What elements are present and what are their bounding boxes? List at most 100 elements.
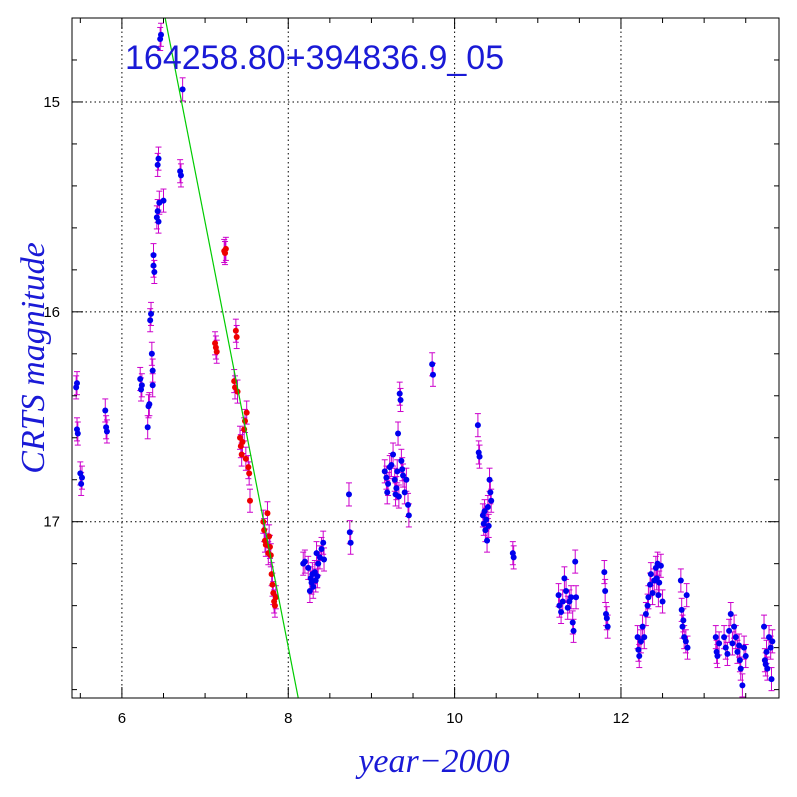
- data-point-blue: [768, 676, 775, 683]
- data-point-blue: [679, 623, 686, 630]
- data-point-blue: [179, 86, 186, 93]
- data-point-blue: [714, 653, 721, 660]
- data-point-blue: [482, 527, 489, 534]
- data-point-blue: [682, 638, 689, 645]
- data-point-blue: [724, 650, 731, 657]
- data-point-blue: [639, 623, 646, 630]
- data-point-blue: [74, 430, 81, 437]
- data-point-blue: [150, 252, 157, 259]
- data-point-red: [233, 334, 240, 341]
- data-point-red: [245, 464, 252, 471]
- data-point-blue: [559, 598, 566, 605]
- data-point-blue: [764, 665, 771, 672]
- data-point-blue: [680, 617, 687, 624]
- data-point-blue: [144, 424, 151, 431]
- data-point-blue: [474, 422, 481, 429]
- data-point-blue: [641, 634, 648, 641]
- data-point-blue: [731, 623, 738, 630]
- data-point-blue: [484, 504, 491, 511]
- data-point-blue: [486, 476, 493, 483]
- x-tick-label: 10: [446, 710, 463, 727]
- data-point-blue: [313, 550, 320, 557]
- data-point-blue: [147, 317, 154, 324]
- data-point-blue: [396, 390, 403, 397]
- data-point-red: [264, 510, 271, 517]
- data-point-blue: [510, 554, 517, 561]
- data-point-blue: [570, 627, 577, 634]
- data-point-blue: [103, 428, 110, 435]
- data-point-blue: [736, 657, 743, 664]
- data-point-blue: [742, 653, 749, 660]
- data-point-blue: [647, 571, 654, 578]
- data-point-blue: [563, 587, 570, 594]
- data-point-blue: [154, 208, 161, 215]
- data-point-blue: [761, 623, 768, 630]
- data-point-blue: [766, 634, 773, 641]
- data-point-blue: [737, 665, 744, 672]
- data-point-blue: [729, 640, 736, 647]
- data-point-red: [213, 348, 220, 355]
- data-point-blue: [603, 615, 610, 622]
- data-point-blue: [151, 268, 158, 275]
- fit-line-group: [164, 17, 299, 699]
- data-point-blue: [391, 476, 398, 483]
- data-point-blue: [399, 466, 406, 473]
- data-point-blue: [405, 501, 412, 508]
- data-point-red: [222, 245, 229, 252]
- plot-frame: [71, 17, 780, 699]
- data-point-blue: [306, 587, 313, 594]
- data-point-red: [243, 409, 250, 416]
- data-point-blue: [642, 611, 649, 618]
- data-point-blue: [484, 537, 491, 544]
- y-tick-label: 16: [43, 304, 60, 321]
- data-point-blue: [678, 606, 685, 613]
- data-point-blue: [488, 497, 495, 504]
- data-point-blue: [634, 634, 641, 641]
- data-point-red: [242, 455, 249, 462]
- data-point-blue: [384, 489, 391, 496]
- data-point-blue: [769, 638, 776, 645]
- data-point-blue: [149, 367, 156, 374]
- data-point-blue: [485, 522, 492, 529]
- data-point-blue: [683, 592, 690, 599]
- data-point-blue: [736, 642, 743, 649]
- x-axis-label: year−2000: [355, 743, 509, 780]
- data-point-blue: [150, 262, 157, 269]
- data-point-blue: [78, 474, 85, 481]
- data-point-blue: [655, 592, 662, 599]
- data-point-blue: [388, 462, 395, 469]
- data-point-blue: [381, 468, 388, 475]
- data-point-blue: [138, 382, 145, 389]
- data-point-blue: [155, 218, 162, 225]
- data-point-red: [232, 327, 239, 334]
- data-point-blue: [137, 375, 144, 382]
- data-point-blue: [684, 644, 691, 651]
- axis-ticks: 6 8 10 12 15 16 17: [43, 17, 779, 727]
- data-point-blue: [305, 564, 312, 571]
- data-point-blue: [712, 634, 719, 641]
- data-point-blue: [763, 648, 770, 655]
- data-point-red: [239, 438, 246, 445]
- data-point-blue: [154, 161, 161, 168]
- data-point-blue: [487, 489, 494, 496]
- chart-title: 164258.80+394836.9_05: [125, 39, 504, 77]
- data-point-blue: [721, 634, 728, 641]
- data-point-blue: [397, 396, 404, 403]
- data-point-blue: [572, 558, 579, 565]
- data-point-blue: [310, 583, 317, 590]
- data-point-blue: [564, 604, 571, 611]
- data-point-blue: [148, 350, 155, 357]
- data-point-red: [238, 451, 245, 458]
- data-point-blue: [644, 602, 651, 609]
- data-point-blue: [649, 590, 656, 597]
- data-point-blue: [400, 472, 407, 479]
- data-point-blue: [647, 581, 654, 588]
- data-point-blue: [739, 682, 746, 689]
- y-tick-label: 15: [43, 94, 60, 111]
- data-point-blue: [657, 562, 664, 569]
- data-point-blue: [734, 648, 741, 655]
- data-point-red: [246, 497, 253, 504]
- data-point-blue: [429, 361, 436, 368]
- gridlines: [72, 18, 779, 698]
- data-point-blue: [555, 592, 562, 599]
